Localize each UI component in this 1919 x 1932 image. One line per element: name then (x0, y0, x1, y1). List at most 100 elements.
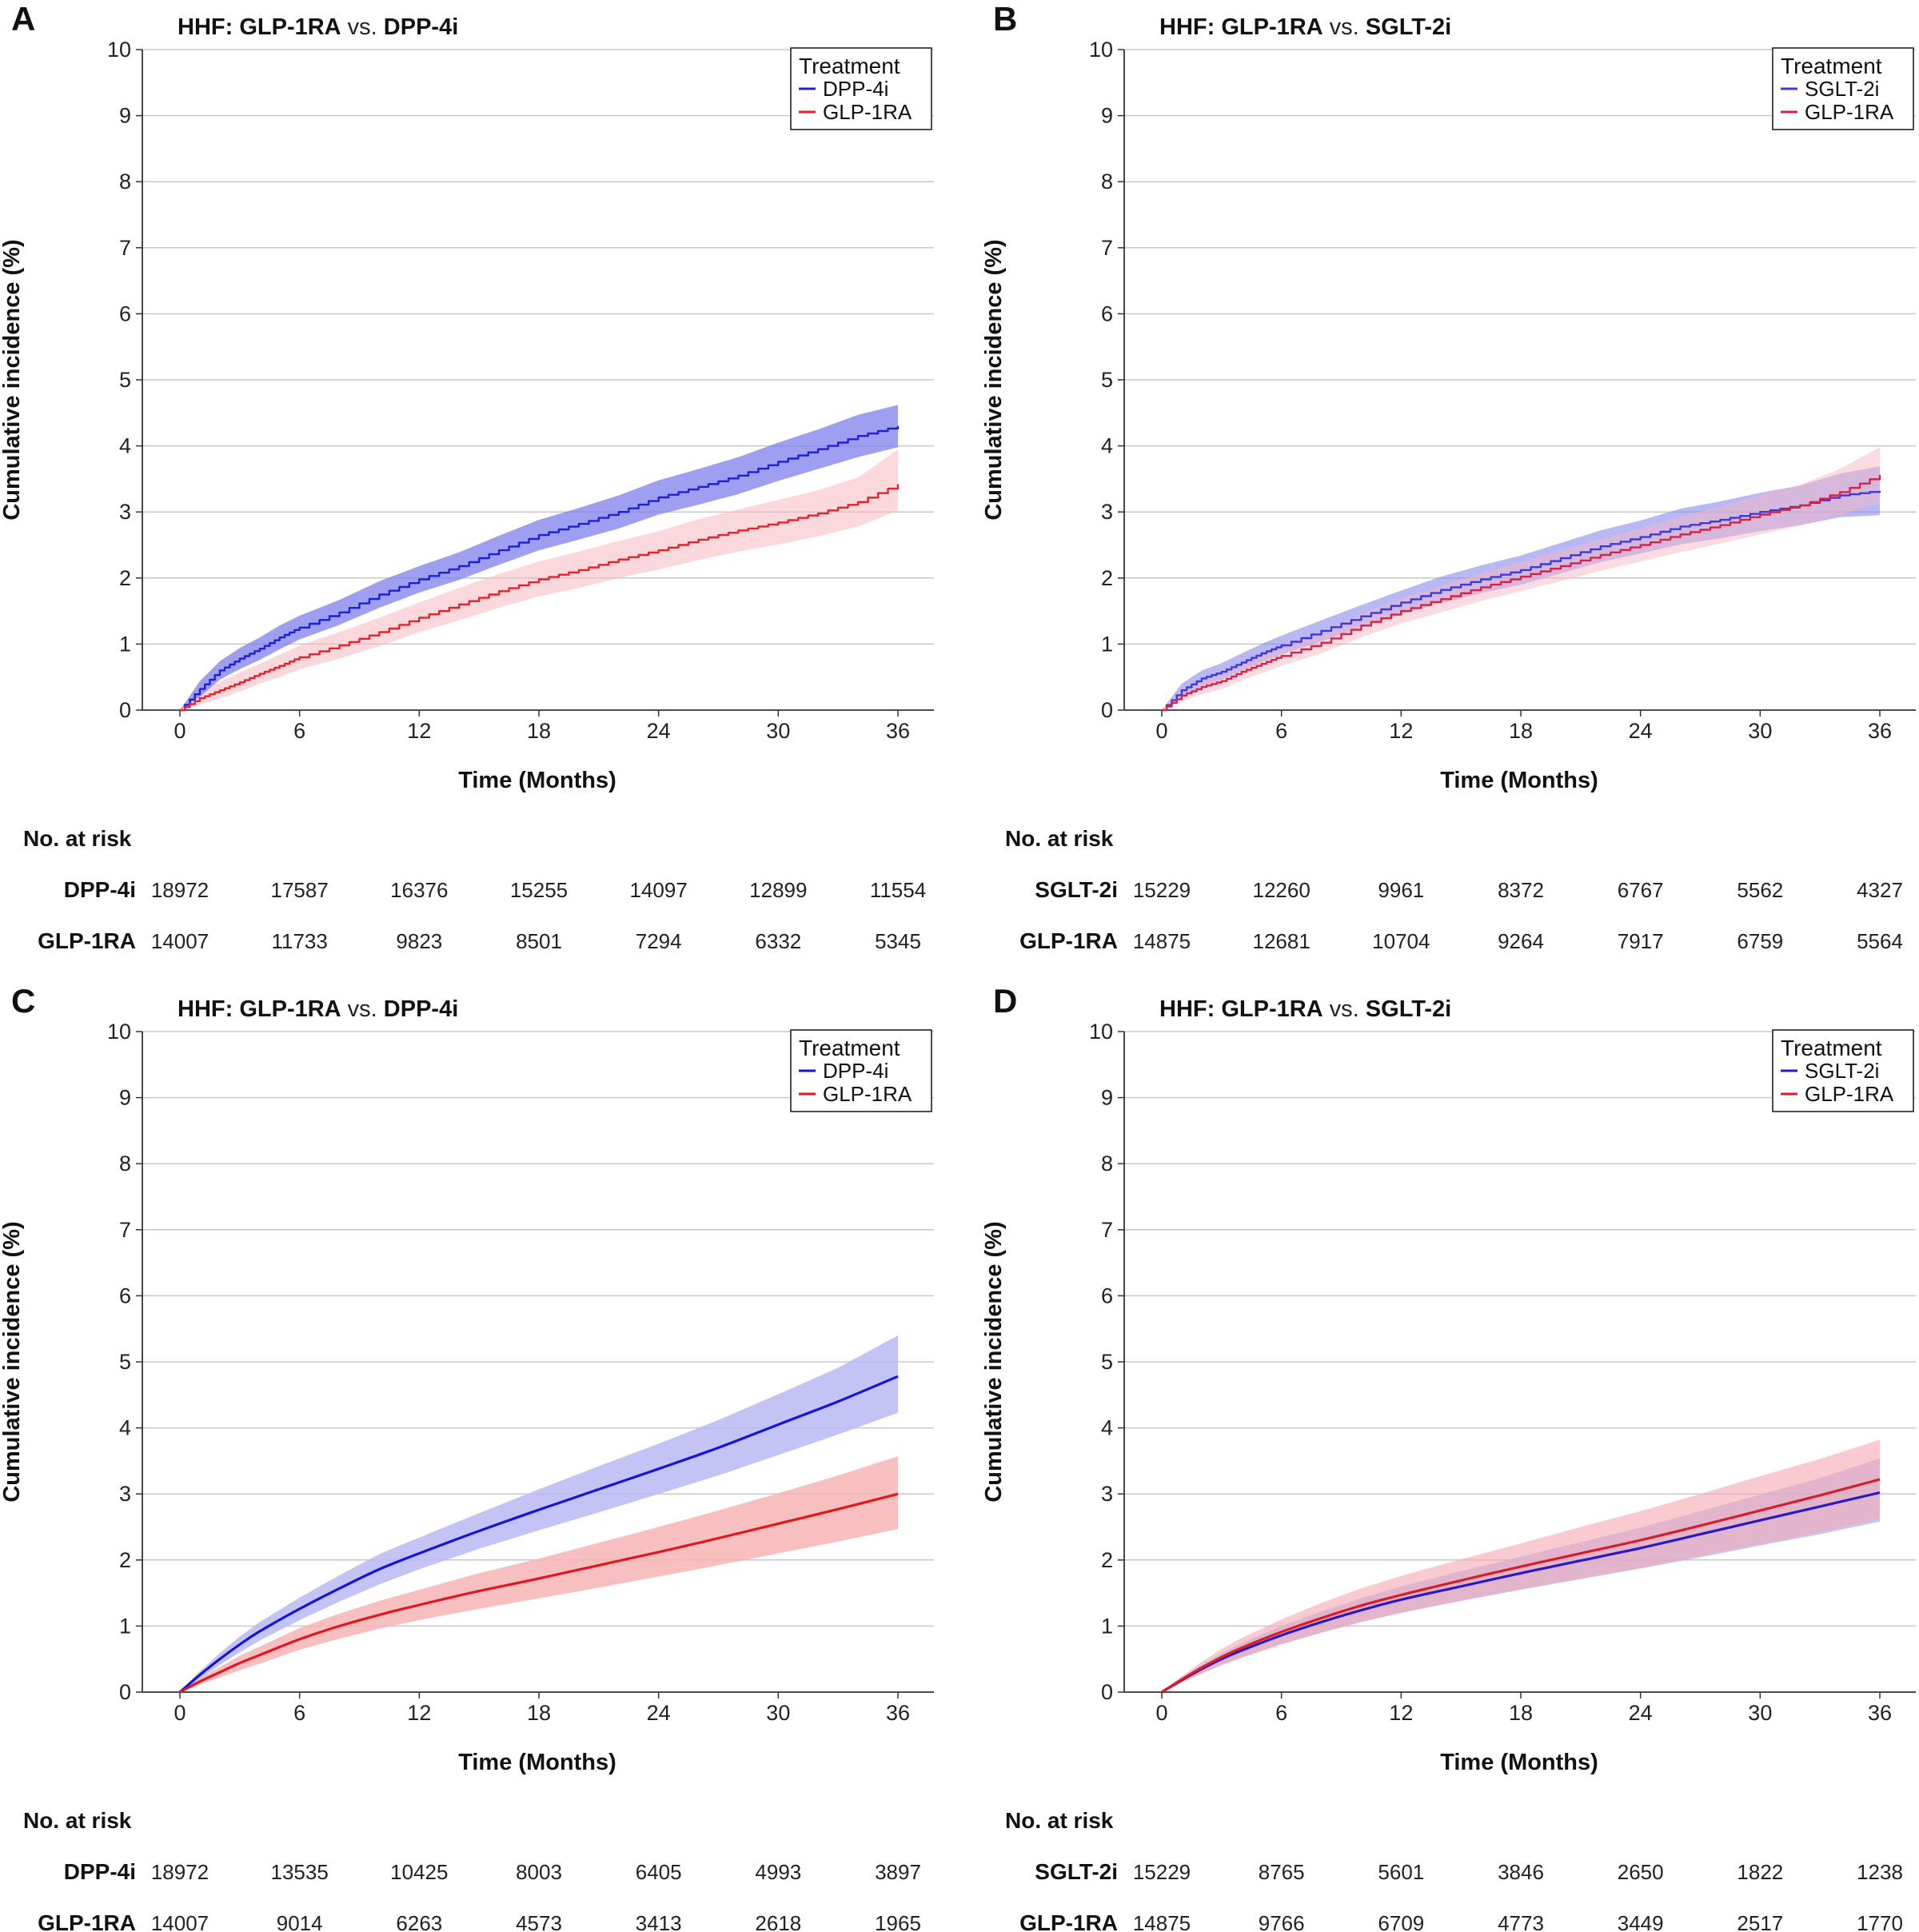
panel-letter: D (993, 982, 1017, 1020)
series-line-sglt-2i (1161, 1491, 1881, 1694)
title-right-drug: SGLT-2i (1366, 14, 1451, 40)
y-tick-label: 6 (119, 301, 131, 325)
y-tick-label: 3 (119, 1482, 131, 1506)
title-vs: vs. (1323, 14, 1366, 40)
at-risk-value: 4573 (516, 1911, 562, 1932)
chart-title: HHF: GLP-1RA vs. DPP-4i (178, 14, 458, 40)
chart-title: HHF: GLP-1RA vs. SGLT-2i (1159, 14, 1451, 40)
x-tick-label: 24 (647, 1701, 671, 1725)
at-risk-value: 3449 (1618, 1911, 1664, 1932)
at-risk-value: 8765 (1259, 1860, 1305, 1884)
legend-label: DPP-4i (823, 1059, 888, 1083)
x-axis-label: Time (Months) (1440, 768, 1598, 793)
at-risk-heading: No. at risk (23, 826, 132, 851)
y-tick-label: 2 (119, 566, 131, 590)
series-line-dpp-4i (180, 425, 900, 712)
at-risk-value: 3413 (636, 1911, 682, 1932)
y-tick-label: 0 (119, 698, 131, 722)
at-risk-value: 1770 (1857, 1911, 1903, 1932)
at-risk-value: 14097 (630, 878, 688, 902)
at-risk-value: 8003 (516, 1860, 562, 1884)
at-risk-value: 6263 (396, 1911, 442, 1932)
y-tick-label: 1 (119, 632, 131, 656)
x-tick-label: 36 (1868, 719, 1892, 743)
x-tick-label: 0 (174, 719, 186, 743)
legend-label: GLP-1RA (1805, 1082, 1894, 1106)
panel-letter: B (993, 0, 1017, 38)
x-axis-label: Time (Months) (458, 768, 616, 793)
y-tick-label: 10 (107, 38, 131, 62)
at-risk-row-label: GLP-1RA (38, 928, 136, 953)
title-left-drug: GLP-1RA (239, 14, 341, 40)
title-left-drug: GLP-1RA (239, 996, 341, 1022)
y-tick-label: 4 (1101, 1416, 1113, 1440)
x-tick-label: 30 (766, 1701, 790, 1725)
legend-title: Treatment (799, 54, 900, 78)
at-risk-row-label: DPP-4i (64, 877, 136, 902)
at-risk-value: 14007 (151, 1911, 209, 1932)
at-risk-value: 3897 (875, 1860, 921, 1884)
at-risk-value: 1238 (1857, 1860, 1903, 1884)
x-tick-label: 6 (293, 1701, 305, 1725)
y-tick-label: 0 (119, 1680, 131, 1704)
x-tick-label: 18 (1509, 719, 1533, 743)
at-risk-value: 7917 (1618, 929, 1664, 953)
y-tick-label: 3 (1101, 500, 1113, 524)
title-left-drug: GLP-1RA (1221, 14, 1323, 40)
x-tick-label: 18 (527, 1701, 551, 1725)
y-tick-label: 7 (119, 236, 131, 260)
at-risk-value: 6332 (755, 929, 801, 953)
at-risk-value: 15255 (510, 878, 568, 902)
y-tick-label: 8 (119, 1152, 131, 1176)
at-risk-value: 9014 (277, 1911, 323, 1932)
y-tick-label: 5 (119, 368, 131, 392)
y-tick-label: 8 (1101, 1152, 1113, 1176)
ci-band-dpp-4i (180, 1335, 898, 1692)
x-tick-label: 30 (1748, 719, 1772, 743)
x-tick-label: 0 (1155, 719, 1167, 743)
y-axis-label: Cumulative incidence (%) (981, 1221, 1007, 1502)
x-tick-label: 12 (1389, 1701, 1413, 1725)
y-tick-label: 9 (1101, 104, 1113, 128)
x-tick-label: 6 (293, 719, 305, 743)
y-tick-label: 7 (1101, 1218, 1113, 1242)
y-tick-label: 8 (119, 170, 131, 194)
x-tick-label: 36 (886, 1701, 910, 1725)
legend-label: GLP-1RA (823, 100, 912, 124)
at-risk-value: 10704 (1372, 929, 1430, 953)
at-risk-value: 6405 (636, 1860, 682, 1884)
y-tick-label: 2 (1101, 566, 1113, 590)
x-tick-label: 18 (527, 719, 551, 743)
y-axis-label: Cumulative incidence (%) (0, 239, 25, 520)
at-risk-value: 1822 (1737, 1860, 1783, 1884)
title-vs: vs. (341, 996, 384, 1022)
ci-band-glp-1ra (180, 1456, 898, 1692)
title-right-drug: DPP-4i (384, 14, 458, 40)
y-tick-label: 9 (119, 104, 131, 128)
y-tick-label: 10 (1089, 1020, 1113, 1044)
y-tick-label: 3 (1101, 1482, 1113, 1506)
at-risk-value: 5345 (875, 929, 921, 953)
at-risk-value: 18972 (151, 1860, 209, 1884)
at-risk-value: 4773 (1498, 1911, 1544, 1932)
x-tick-label: 36 (886, 719, 910, 743)
y-tick-label: 1 (1101, 1614, 1113, 1638)
at-risk-value: 9823 (396, 929, 442, 953)
legend-title: Treatment (799, 1036, 900, 1060)
y-tick-label: 2 (1101, 1548, 1113, 1572)
y-tick-label: 6 (119, 1283, 131, 1307)
at-risk-value: 12260 (1253, 878, 1311, 902)
at-risk-row-label: GLP-1RA (1019, 928, 1118, 953)
title-prefix: HHF: (1159, 14, 1221, 40)
y-tick-label: 10 (1089, 38, 1113, 62)
at-risk-value: 8501 (516, 929, 562, 953)
y-tick-label: 9 (1101, 1086, 1113, 1110)
x-tick-label: 24 (647, 719, 671, 743)
title-prefix: HHF: (178, 996, 239, 1022)
at-risk-value: 14875 (1133, 1911, 1191, 1932)
